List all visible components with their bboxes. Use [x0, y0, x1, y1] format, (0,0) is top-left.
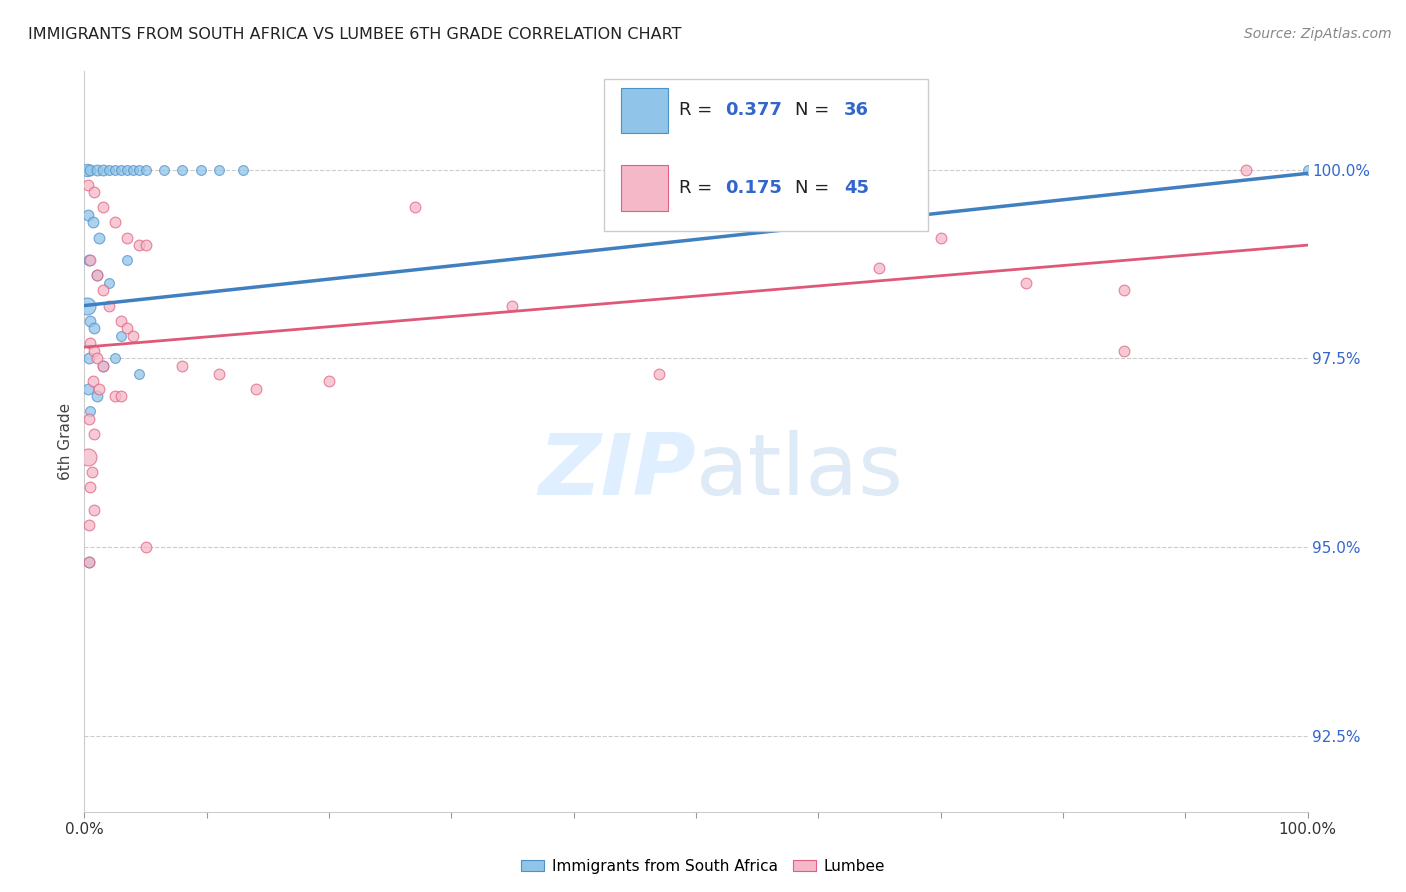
Point: [77, 517, 100, 532]
Point: [83, 186, 105, 200]
Point: [86, 268, 108, 283]
Point: [86, 162, 108, 177]
Point: [709, 208, 731, 222]
Point: [1015, 276, 1038, 290]
Legend: Immigrants from South Africa, Lumbee: Immigrants from South Africa, Lumbee: [515, 853, 891, 880]
Point: [86, 351, 108, 366]
Point: [80, 465, 103, 479]
FancyBboxPatch shape: [621, 165, 668, 211]
Text: 0.377: 0.377: [725, 101, 782, 120]
Point: [83, 343, 105, 358]
Text: N =: N =: [794, 179, 835, 197]
Point: [104, 351, 127, 366]
Point: [110, 389, 132, 403]
Point: [77, 450, 100, 464]
Point: [115, 321, 138, 335]
Point: [1236, 162, 1258, 177]
Point: [1114, 284, 1136, 298]
Point: [82, 374, 104, 388]
Point: [208, 162, 231, 177]
Point: [245, 382, 267, 396]
Point: [79, 480, 101, 494]
Point: [77, 351, 100, 366]
Point: [128, 367, 150, 381]
Point: [115, 230, 138, 244]
Text: atlas: atlas: [696, 430, 904, 513]
Text: 0.175: 0.175: [725, 179, 782, 197]
Point: [122, 162, 145, 177]
Point: [115, 162, 138, 177]
Text: R =: R =: [679, 101, 718, 120]
Y-axis label: 6th Grade: 6th Grade: [58, 403, 73, 480]
Point: [77, 208, 100, 222]
Point: [87, 382, 110, 396]
Point: [110, 162, 132, 177]
Point: [76, 162, 98, 177]
Text: 45: 45: [844, 179, 869, 197]
Point: [77, 382, 100, 396]
Point: [135, 238, 157, 252]
Point: [128, 238, 150, 252]
Text: ZIP: ZIP: [538, 430, 696, 513]
Point: [1296, 162, 1319, 177]
Point: [1114, 343, 1136, 358]
Point: [82, 215, 104, 229]
Point: [128, 162, 150, 177]
Point: [91, 359, 114, 373]
Point: [232, 162, 254, 177]
Point: [77, 178, 100, 192]
Point: [86, 268, 108, 283]
Point: [79, 162, 101, 177]
Point: [648, 367, 671, 381]
Point: [83, 502, 105, 516]
FancyBboxPatch shape: [605, 78, 928, 230]
Point: [190, 162, 212, 177]
Point: [172, 162, 194, 177]
Point: [97, 162, 120, 177]
Text: IMMIGRANTS FROM SOUTH AFRICA VS LUMBEE 6TH GRADE CORRELATION CHART: IMMIGRANTS FROM SOUTH AFRICA VS LUMBEE 6…: [28, 27, 682, 42]
Point: [79, 336, 101, 351]
Text: N =: N =: [794, 101, 835, 120]
Point: [79, 313, 101, 327]
Point: [97, 299, 120, 313]
Point: [91, 359, 114, 373]
Point: [172, 359, 194, 373]
Point: [104, 162, 127, 177]
Point: [115, 253, 138, 268]
Point: [318, 374, 340, 388]
Point: [122, 328, 145, 343]
Point: [83, 427, 105, 442]
Point: [77, 253, 100, 268]
Point: [104, 389, 127, 403]
Text: 36: 36: [844, 101, 869, 120]
Point: [77, 556, 100, 570]
Point: [929, 230, 952, 244]
Point: [104, 215, 127, 229]
Point: [110, 328, 132, 343]
Point: [83, 321, 105, 335]
Point: [97, 276, 120, 290]
Point: [110, 313, 132, 327]
Point: [91, 162, 114, 177]
Point: [135, 162, 157, 177]
Text: R =: R =: [679, 179, 718, 197]
Point: [79, 404, 101, 418]
FancyBboxPatch shape: [621, 87, 668, 133]
Point: [79, 253, 101, 268]
Point: [86, 389, 108, 403]
Point: [135, 541, 157, 555]
Point: [208, 367, 231, 381]
Point: [404, 200, 426, 214]
Point: [91, 284, 114, 298]
Point: [77, 556, 100, 570]
Point: [76, 299, 98, 313]
Point: [770, 215, 793, 229]
Point: [502, 299, 524, 313]
Point: [869, 260, 891, 275]
Point: [153, 162, 176, 177]
Point: [87, 230, 110, 244]
Text: Source: ZipAtlas.com: Source: ZipAtlas.com: [1244, 27, 1392, 41]
Point: [91, 200, 114, 214]
Point: [77, 412, 100, 426]
